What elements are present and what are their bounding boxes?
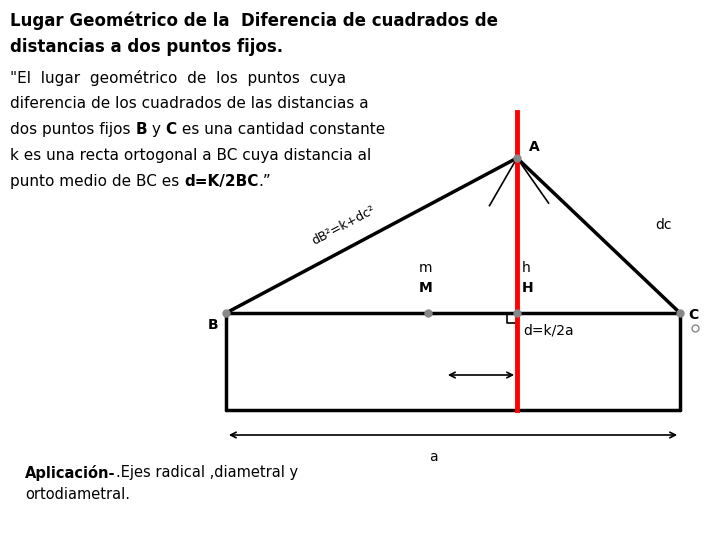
Text: C: C bbox=[688, 308, 698, 322]
Text: punto medio de BC es: punto medio de BC es bbox=[10, 174, 184, 189]
Text: .Ejes radical ,diametral y: .Ejes radical ,diametral y bbox=[115, 465, 297, 480]
Text: ortodiametral.: ortodiametral. bbox=[25, 487, 130, 502]
Text: dB²=k+dc²: dB²=k+dc² bbox=[310, 203, 377, 248]
Text: d=k/2a: d=k/2a bbox=[523, 323, 574, 337]
Text: a: a bbox=[428, 450, 437, 464]
Text: A: A bbox=[529, 140, 540, 154]
Text: .”: .” bbox=[258, 174, 271, 189]
Text: M: M bbox=[419, 281, 433, 295]
Text: C: C bbox=[166, 122, 177, 137]
Text: H: H bbox=[522, 281, 534, 295]
Text: h: h bbox=[522, 261, 531, 275]
Text: dos puntos fijos: dos puntos fijos bbox=[10, 122, 135, 137]
Text: d=K/2BC: d=K/2BC bbox=[184, 174, 258, 189]
Text: y: y bbox=[147, 122, 166, 137]
Text: Aplicación-: Aplicación- bbox=[25, 465, 115, 481]
Text: "El  lugar  geométrico  de  los  puntos  cuya: "El lugar geométrico de los puntos cuya bbox=[10, 70, 346, 86]
Text: dc: dc bbox=[655, 218, 672, 232]
Text: k es una recta ortogonal a BC cuya distancia al: k es una recta ortogonal a BC cuya dista… bbox=[10, 148, 372, 163]
Text: m: m bbox=[419, 261, 433, 275]
Text: es una cantidad constante: es una cantidad constante bbox=[177, 122, 385, 137]
Text: distancias a dos puntos fijos.: distancias a dos puntos fijos. bbox=[10, 38, 283, 56]
Text: diferencia de los cuadrados de las distancias a: diferencia de los cuadrados de las dista… bbox=[10, 96, 369, 111]
Text: B: B bbox=[135, 122, 147, 137]
Text: Lugar Geométrico de la  Diferencia de cuadrados de: Lugar Geométrico de la Diferencia de cua… bbox=[10, 12, 498, 30]
Text: Aplicación-: Aplicación- bbox=[25, 465, 115, 481]
Text: B: B bbox=[207, 318, 218, 332]
